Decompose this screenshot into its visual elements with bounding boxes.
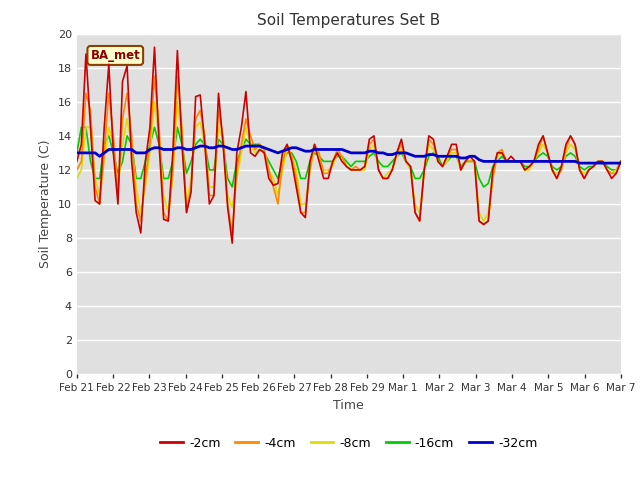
Y-axis label: Soil Temperature (C): Soil Temperature (C) <box>39 140 52 268</box>
Legend: -2cm, -4cm, -8cm, -16cm, -32cm: -2cm, -4cm, -8cm, -16cm, -32cm <box>156 432 542 455</box>
Title: Soil Temperatures Set B: Soil Temperatures Set B <box>257 13 440 28</box>
X-axis label: Time: Time <box>333 399 364 412</box>
Text: BA_met: BA_met <box>90 49 140 62</box>
